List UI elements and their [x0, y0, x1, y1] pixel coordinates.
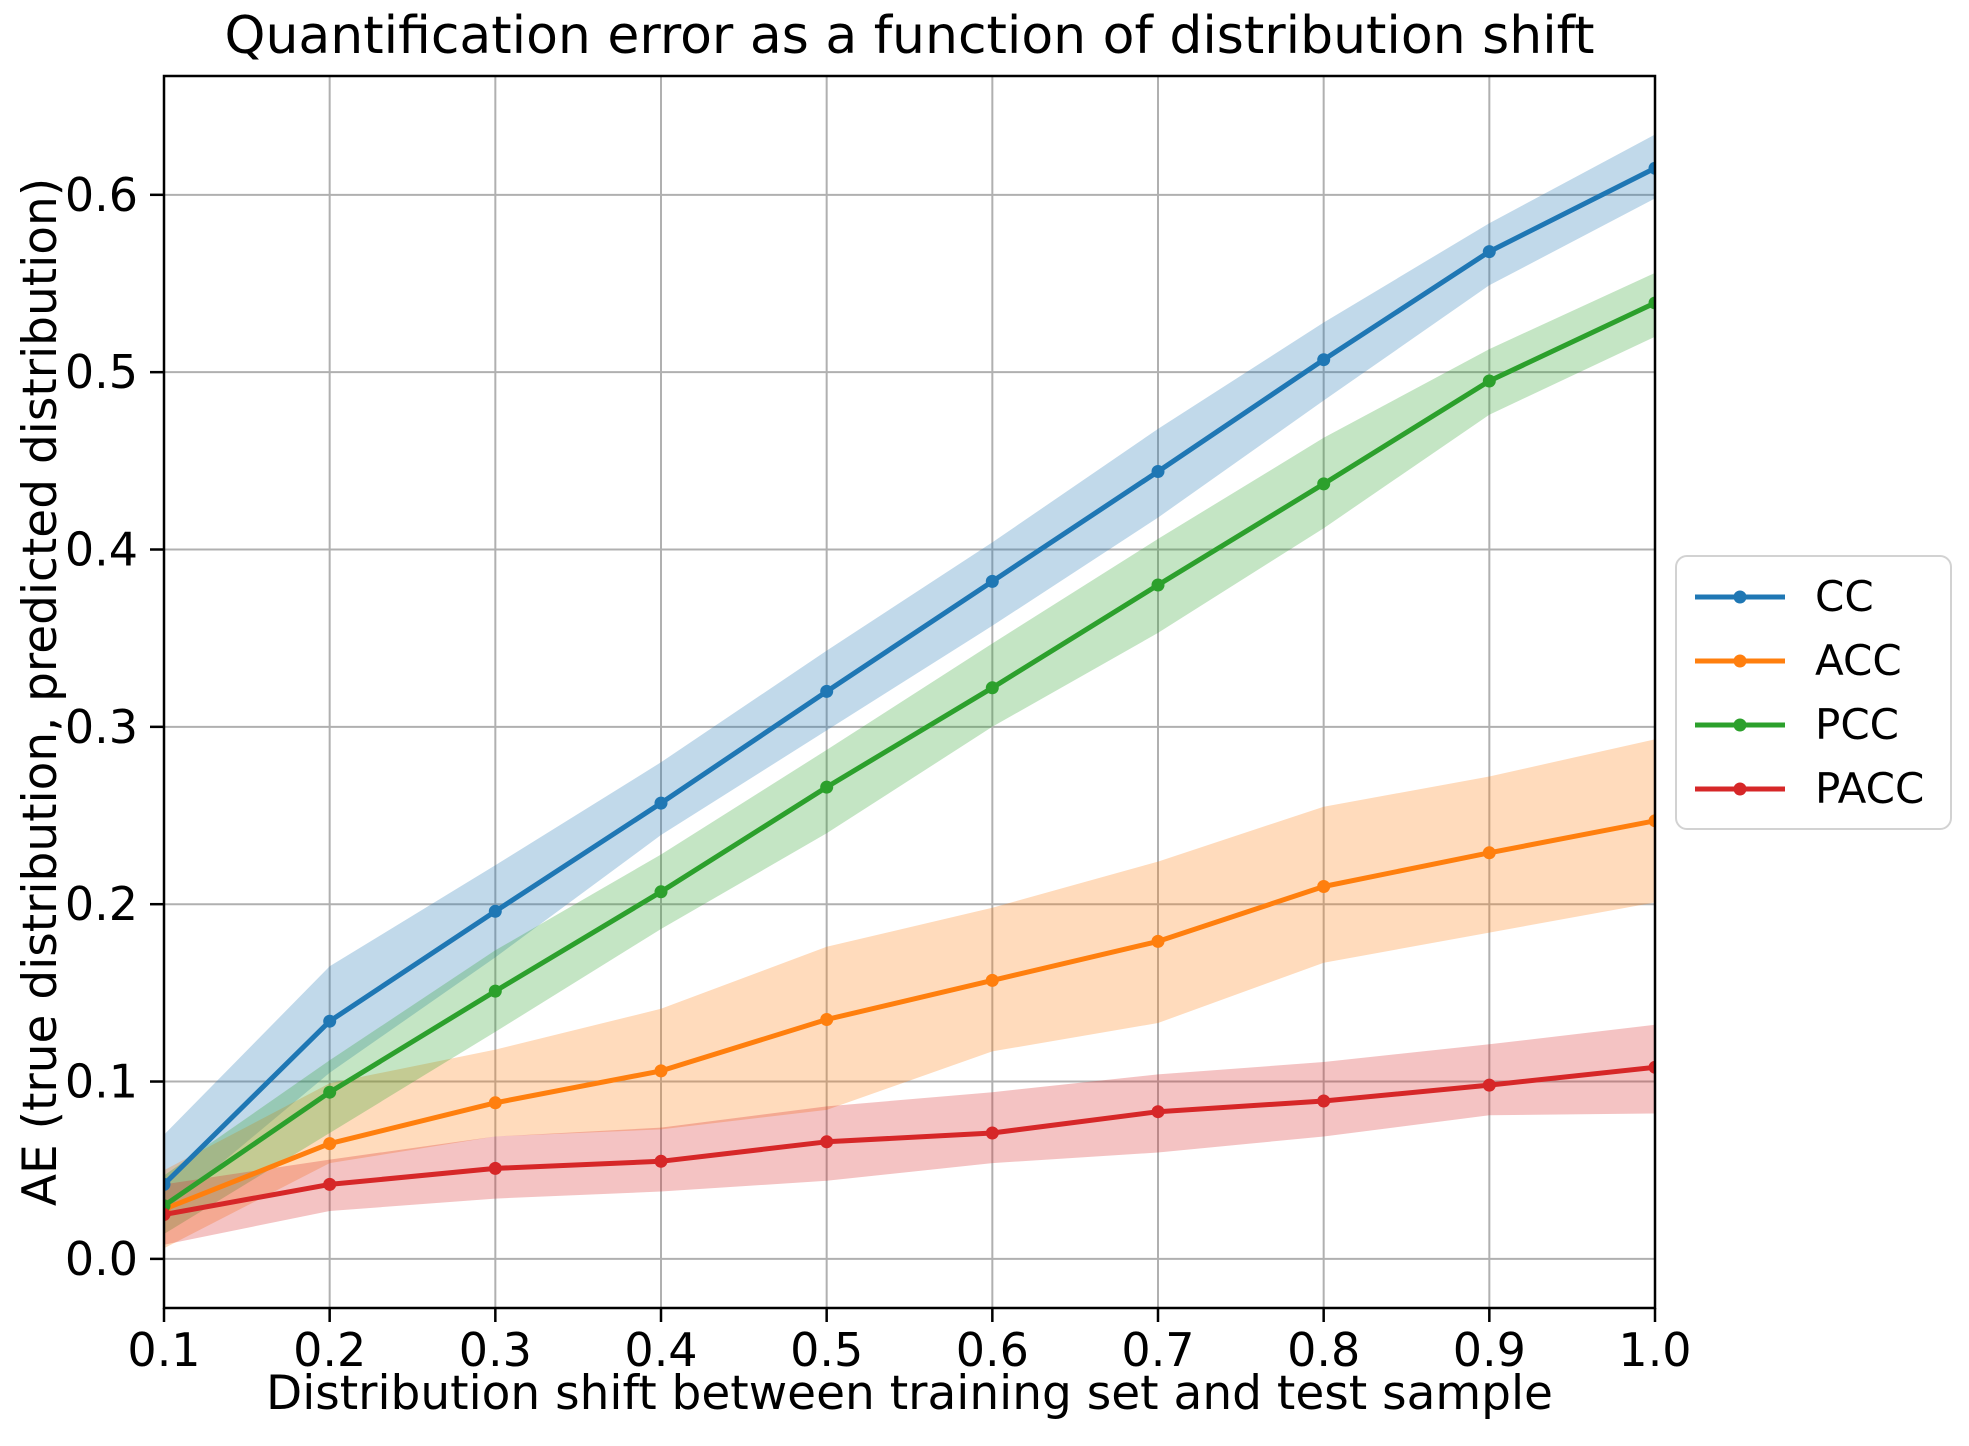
data-marker-pcc: [654, 885, 668, 899]
x-tick-label: 0.7: [1121, 1323, 1194, 1377]
confidence-band-cc: [164, 134, 1655, 1211]
legend: CC ACC PCC PACC: [1675, 555, 1952, 830]
y-tick-labels: 0.0 0.1 0.2 0.3 0.4 0.5 0.6: [65, 168, 164, 1286]
series-line-pcc: [164, 300, 1655, 1209]
data-marker-pacc: [1151, 1105, 1165, 1119]
data-marker-acc: [488, 1096, 502, 1110]
y-tick-label: 0.2: [65, 877, 138, 931]
data-marker-cc: [323, 1014, 337, 1028]
legend-item-pacc: PACC: [1677, 757, 1950, 821]
legend-line-swatch-pacc: [1695, 782, 1785, 795]
x-tick-label: 0.3: [459, 1323, 532, 1377]
data-marker-cc: [985, 574, 999, 588]
confidence-band-acc: [164, 739, 1655, 1249]
data-marker-pacc: [488, 1161, 502, 1175]
data-marker-acc: [1151, 934, 1165, 948]
legend-label-acc: ACC: [1815, 635, 1902, 685]
data-marker-pcc: [820, 780, 834, 794]
plot-border: [162, 74, 1657, 1310]
x-tick-label: 1.0: [1618, 1323, 1691, 1377]
x-tick-label: 0.9: [1453, 1323, 1526, 1377]
data-marker-pacc: [1317, 1094, 1331, 1108]
confidence-band-pcc: [164, 272, 1655, 1234]
data-marker-cc: [1151, 465, 1165, 478]
y-tick-label: 0.0: [65, 1232, 138, 1286]
data-marker-pacc: [1648, 1060, 1655, 1074]
legend-label-cc: CC: [1815, 571, 1874, 621]
data-marker-pcc: [1648, 296, 1655, 310]
x-tick-label: 0.2: [293, 1323, 366, 1377]
y-tick-label: 0.3: [65, 700, 138, 754]
data-marker-pacc: [820, 1135, 834, 1149]
y-tick-label: 0.4: [65, 523, 138, 577]
data-marker-cc: [1317, 353, 1331, 367]
data-marker-pcc: [488, 984, 502, 998]
data-marker-cc: [820, 684, 834, 698]
data-marker-pacc: [654, 1154, 668, 1168]
series-line-cc: [164, 165, 1655, 1187]
legend-line-swatch-acc: [1695, 654, 1785, 667]
x-tick-label: 0.5: [790, 1323, 863, 1377]
x-tick-label: 0.8: [1287, 1323, 1360, 1377]
y-tick-label: 0.1: [65, 1055, 138, 1109]
legend-label-pacc: PACC: [1815, 763, 1925, 813]
series-line-pacc: [164, 1064, 1655, 1217]
series-line-acc: [164, 818, 1655, 1212]
data-marker-pcc: [985, 681, 999, 695]
data-marker-pcc: [1151, 578, 1165, 592]
data-marker-cc: [1648, 161, 1655, 175]
chart-title: Quantification error as a function of di…: [224, 6, 1595, 66]
data-marker-acc: [820, 1013, 834, 1026]
data-marker-cc: [488, 904, 502, 918]
data-marker-pacc: [164, 1208, 171, 1221]
y-tick-label: 0.6: [65, 168, 138, 222]
data-marker-pcc: [1482, 374, 1496, 388]
data-marker-pcc: [1317, 477, 1331, 491]
data-marker-acc: [654, 1064, 668, 1078]
data-marker-pacc: [1482, 1078, 1496, 1092]
confidence-band-pacc: [164, 1024, 1655, 1245]
x-tick-label: 0.4: [624, 1323, 697, 1377]
legend-line-swatch-pcc: [1695, 718, 1785, 731]
x-axis-label: Distribution shift between training set …: [266, 1366, 1553, 1421]
y-tick-label: 0.5: [65, 345, 138, 399]
data-marker-pacc: [985, 1126, 999, 1140]
legend-item-pcc: PCC: [1677, 693, 1950, 757]
data-marker-acc: [1482, 846, 1496, 860]
x-tick-label: 0.6: [956, 1323, 1029, 1377]
data-marker-acc: [985, 973, 999, 987]
legend-label-pcc: PCC: [1815, 699, 1899, 749]
data-marker-pcc: [323, 1085, 337, 1099]
data-marker-acc: [1317, 880, 1331, 893]
data-marker-cc: [654, 796, 668, 810]
x-tick-labels: 0.1 0.2 0.3 0.4 0.5 0.6 0.7 0.8 0.9 1.0: [127, 1308, 1692, 1377]
legend-item-cc: CC: [1677, 565, 1950, 629]
data-marker-acc: [323, 1137, 337, 1151]
legend-line-swatch-cc: [1695, 590, 1785, 603]
data-marker-acc: [1648, 814, 1655, 828]
data-marker-cc: [164, 1177, 171, 1191]
data-marker-pacc: [323, 1177, 337, 1191]
legend-item-acc: ACC: [1677, 629, 1950, 693]
data-marker-cc: [1482, 245, 1496, 259]
x-tick-label: 0.1: [127, 1323, 200, 1377]
